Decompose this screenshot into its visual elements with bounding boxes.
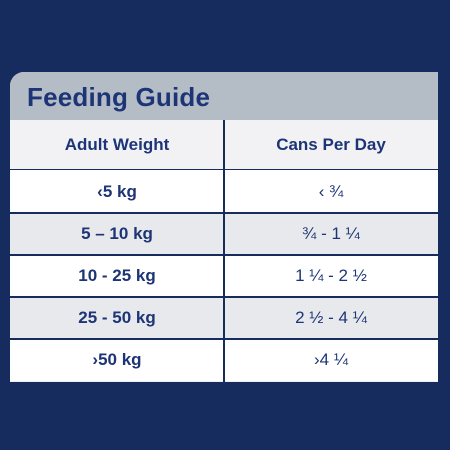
cans-cell: ›4 ¼ [224,339,438,381]
weight-cell: ‹5 kg [10,170,224,213]
cans-cell: ‹ ¾ [224,170,438,213]
weight-cell: ›50 kg [10,339,224,381]
title-bar: Feeding Guide [10,72,438,120]
page-title: Feeding Guide [27,80,210,114]
weight-cell: 10 - 25 kg [10,255,224,297]
cans-cell: ¾ - 1 ¼ [224,213,438,255]
weight-cell: 5 – 10 kg [10,213,224,255]
feeding-guide-table: Feeding Guide Adult Weight Cans Per Day … [10,72,438,382]
column-divider [223,120,225,382]
column-header-cans-per-day: Cans Per Day [224,120,438,170]
cans-cell: 2 ½ - 4 ¼ [224,297,438,339]
weight-cell: 25 - 50 kg [10,297,224,339]
column-header-adult-weight: Adult Weight [10,120,224,170]
cans-cell: 1 ¼ - 2 ½ [224,255,438,297]
